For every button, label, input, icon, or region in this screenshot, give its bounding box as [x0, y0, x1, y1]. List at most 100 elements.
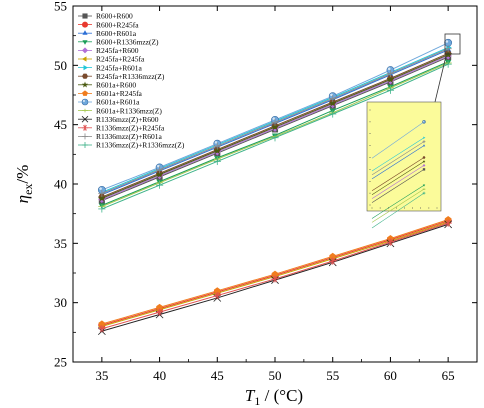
- svg-text:ηex/%: ηex/%: [13, 165, 35, 204]
- data-point: [98, 320, 106, 327]
- legend-marker: [82, 108, 88, 113]
- x-axis-variable: T: [245, 386, 256, 405]
- inset-data-point: [422, 159, 426, 163]
- inset-data-point: [422, 120, 426, 124]
- data-point: [271, 134, 279, 142]
- legend-item: R600+R245fa: [78, 20, 139, 29]
- legend-item: R245fa+R601a: [78, 63, 143, 72]
- inset-series-line: [371, 165, 425, 199]
- series-r1336mzz-z-r1336mzz-z: [98, 60, 452, 213]
- data-point: [213, 287, 221, 294]
- x-axis-subscript: 1: [254, 394, 260, 408]
- inset-series-line: [371, 145, 425, 180]
- data-point: [98, 205, 106, 213]
- y-tick-label: 50: [54, 58, 67, 73]
- axis-ticks: 35 40 45 50 55 60 65 25 30 35 40 45 50 55: [54, 0, 477, 383]
- legend-label: R245fa+R601a: [96, 63, 143, 72]
- inset-series: [369, 109, 438, 229]
- y-tick-label: 25: [54, 355, 67, 370]
- inset-data-point: [423, 136, 426, 139]
- legend-marker: [82, 47, 88, 54]
- svg-text:T1 / (°C): T1 / (°C): [245, 386, 303, 408]
- legend-item: R600+R600: [78, 12, 133, 21]
- zoom-connector-line: [434, 55, 447, 103]
- data-point: [329, 110, 337, 118]
- inset-series-line: [371, 137, 425, 172]
- legend-label: R1336mzz(Z)+R1336mzz(Z): [96, 141, 185, 150]
- legend-label: R601a+R601a: [96, 98, 140, 107]
- data-point: [155, 166, 164, 174]
- inset-data-point: [422, 140, 426, 144]
- legend-label: R601a+R245fa: [96, 89, 143, 98]
- legend-marker: [82, 90, 88, 96]
- legend-marker: [82, 21, 88, 28]
- y-tick-label: 55: [54, 0, 67, 14]
- inset-zoom: [366, 33, 461, 229]
- y-axis-unit: /%: [13, 165, 32, 184]
- inset-series-line: [371, 141, 425, 176]
- data-point: [329, 252, 337, 260]
- inset-data-point: [422, 168, 426, 171]
- data-point: [98, 325, 106, 333]
- legend-label: R1336mzz(Z)+R601a: [96, 132, 163, 141]
- legend-item: R245fa+R245fa: [78, 55, 145, 64]
- legend-item: R601a+R600: [78, 81, 136, 90]
- legend-marker: [82, 13, 88, 19]
- x-tick-label: 60: [384, 368, 397, 383]
- data-point: [271, 270, 279, 278]
- data-point: [444, 38, 453, 47]
- data-point: [213, 146, 222, 154]
- y-axis-variable: η: [13, 195, 32, 203]
- inset-data-point: [422, 184, 426, 187]
- legend-marker: [81, 81, 89, 88]
- legend-marker: [81, 115, 89, 123]
- y-axis-subscript: ex: [21, 184, 35, 195]
- legend-item: R245fa+R600: [78, 46, 139, 55]
- legend-label: R600+R601a: [96, 29, 137, 38]
- data-point: [155, 181, 164, 189]
- series-r1336mzz-z-r245fa: [98, 219, 452, 333]
- x-tick-label: 65: [442, 368, 455, 383]
- data-point: [271, 123, 279, 131]
- legend-item: R1336mzz(Z)+R601a: [78, 132, 163, 141]
- legend-item: R600+R1336mzz(Z): [78, 38, 159, 47]
- data-point: [98, 194, 106, 202]
- y-tick-label: 30: [54, 295, 67, 310]
- series-layer: [97, 38, 453, 336]
- inset-series-line: [371, 157, 425, 192]
- legend-item: R601a+R245fa: [78, 89, 143, 98]
- legend-marker: [82, 73, 88, 79]
- inset-data-point: [422, 144, 426, 147]
- legend-item: R601a+R1336mzz(Z): [78, 106, 162, 115]
- y-tick-label: 40: [54, 177, 67, 192]
- data-point: [156, 303, 163, 311]
- legend-item: R1336mzz(Z)+R245fa: [78, 124, 165, 133]
- data-point: [155, 308, 164, 316]
- x-tick-label: 45: [211, 368, 224, 383]
- legend-marker: [83, 65, 88, 71]
- inset-series-line: [371, 188, 425, 223]
- legend-item: R1336mzz(Z)+R1336mzz(Z): [78, 141, 185, 150]
- data-point: [386, 70, 395, 78]
- legend-label: R1336mzz(Z)+R600: [96, 115, 159, 124]
- x-tick-label: 40: [153, 368, 166, 383]
- inset-series-line: [371, 169, 425, 203]
- legend-label: R1336mzz(Z)+R245fa: [96, 124, 165, 133]
- legend-marker: [82, 30, 88, 35]
- x-axis-unit: / (°C): [260, 386, 303, 405]
- data-point: [328, 99, 337, 107]
- data-point: [213, 291, 221, 300]
- data-point: [444, 60, 452, 68]
- data-point: [329, 257, 337, 265]
- zoom-source-box: [444, 33, 461, 55]
- legend-label: R245fa+R1336mzz(Z): [96, 72, 165, 81]
- legend-item: R1336mzz(Z)+R600: [78, 115, 159, 124]
- inset-series-line: [371, 161, 425, 195]
- data-point: [386, 238, 395, 246]
- y-tick-label: 45: [54, 117, 67, 132]
- legend-item: R600+R601a: [78, 29, 137, 38]
- inset-series-line: [371, 121, 425, 159]
- x-tick-label: 50: [269, 368, 282, 383]
- legend-label: R601a+R600: [96, 81, 136, 90]
